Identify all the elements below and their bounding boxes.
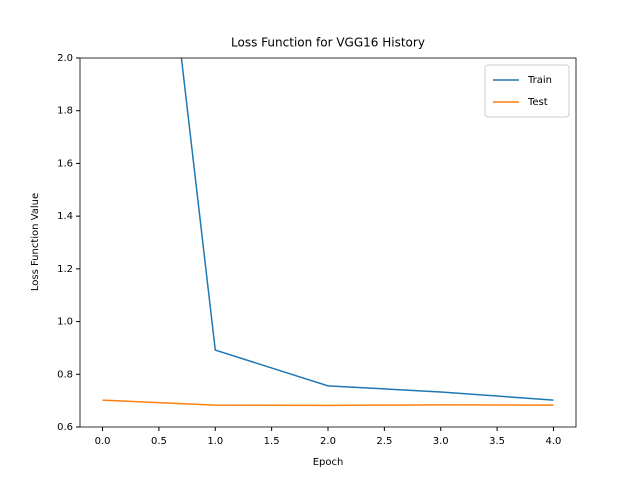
y-tick-label: 2.0 bbox=[57, 53, 73, 64]
data-line bbox=[102, 399, 554, 407]
y-tick-label: 0.6 bbox=[57, 422, 73, 433]
legend-box bbox=[484, 64, 570, 118]
x-tick-label: 3.0 bbox=[433, 436, 449, 447]
y-tick-label: 1.0 bbox=[57, 317, 73, 328]
y-tick-label: 1.6 bbox=[57, 158, 73, 169]
x-axis-label: Epoch bbox=[313, 457, 344, 468]
x-tick-label: 3.5 bbox=[489, 436, 505, 447]
x-tick-label: 2.0 bbox=[320, 436, 336, 447]
x-tick-label: 1.5 bbox=[264, 436, 280, 447]
x-tick-label: 1.0 bbox=[207, 436, 223, 447]
y-axis-label: Loss Function Value bbox=[30, 193, 41, 291]
x-tick-label: 2.5 bbox=[376, 436, 392, 447]
x-tick-label: 4.0 bbox=[546, 436, 562, 447]
x-tick-label: 0.0 bbox=[95, 436, 111, 447]
axes-frame bbox=[79, 57, 577, 428]
x-tick-label: 0.5 bbox=[151, 436, 167, 447]
y-tick-label: 0.8 bbox=[57, 369, 73, 380]
y-tick-label: 1.4 bbox=[57, 211, 73, 222]
y-tick-label: 1.8 bbox=[57, 106, 73, 117]
plot-area bbox=[102, 58, 554, 407]
y-tick-label: 1.2 bbox=[57, 264, 73, 275]
legend-label: Test bbox=[527, 97, 548, 108]
data-line bbox=[180, 58, 554, 401]
legend-label: Train bbox=[527, 75, 552, 86]
chart-title: Loss Function for VGG16 History bbox=[231, 36, 425, 50]
